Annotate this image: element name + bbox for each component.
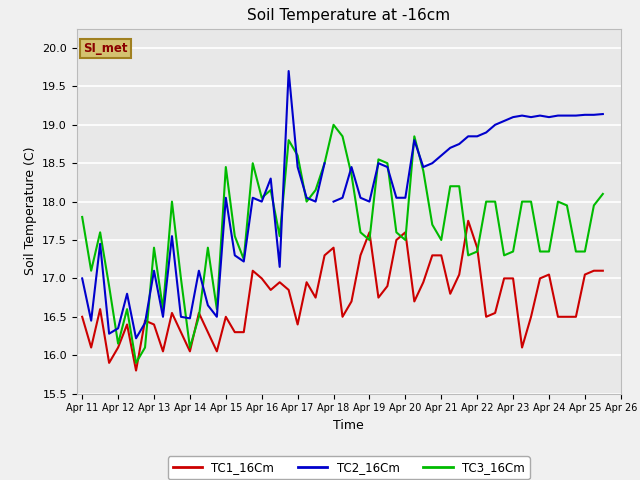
X-axis label: Time: Time xyxy=(333,419,364,432)
Text: SI_met: SI_met xyxy=(83,42,128,55)
Legend: TC1_16Cm, TC2_16Cm, TC3_16Cm: TC1_16Cm, TC2_16Cm, TC3_16Cm xyxy=(168,456,530,479)
Title: Soil Temperature at -16cm: Soil Temperature at -16cm xyxy=(247,9,451,24)
Y-axis label: Soil Temperature (C): Soil Temperature (C) xyxy=(24,147,36,276)
